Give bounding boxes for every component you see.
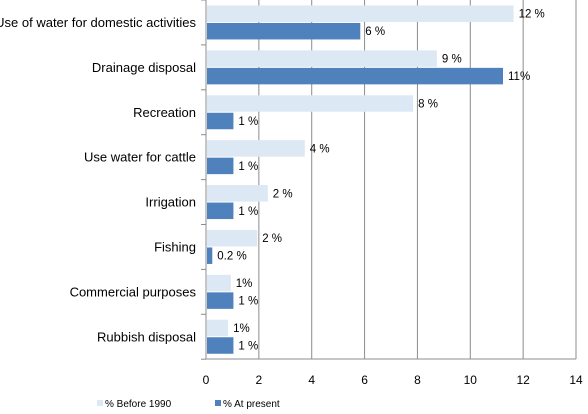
bar-before-1990 xyxy=(207,185,268,202)
category-label: Rubbish disposal xyxy=(97,329,196,344)
data-label: 11% xyxy=(508,71,530,83)
category-label: Commercial purposes xyxy=(70,284,197,299)
bar-at-present xyxy=(207,247,213,264)
x-tick-label: 6 xyxy=(361,373,368,387)
category-label: Irrigation xyxy=(145,195,196,210)
bar-before-1990 xyxy=(207,319,229,337)
data-label: 1% xyxy=(236,278,253,290)
bar-at-present xyxy=(207,292,234,309)
data-label: 8 % xyxy=(418,99,438,111)
x-tick-label: 0 xyxy=(203,373,210,387)
data-label: 6 % xyxy=(365,26,385,38)
data-label: 1 % xyxy=(238,206,258,218)
data-label: 9 % xyxy=(442,54,462,66)
data-label: 2 % xyxy=(273,188,293,200)
bar-before-1990 xyxy=(207,274,231,292)
bar-at-present xyxy=(207,67,503,85)
bar-before-1990 xyxy=(207,5,514,22)
data-label: 1 % xyxy=(238,341,258,353)
bar-at-present xyxy=(207,22,361,40)
x-tick-label: 8 xyxy=(414,373,421,387)
bar-at-present xyxy=(207,157,234,175)
data-label: 2 % xyxy=(262,233,282,245)
bar-at-present xyxy=(207,202,234,220)
bar-before-1990 xyxy=(207,50,437,67)
data-label: 1 % xyxy=(238,161,258,173)
bars xyxy=(207,5,514,354)
category-label: Use water for cattle xyxy=(84,150,196,165)
data-label: 1 % xyxy=(238,116,258,128)
bar-before-1990 xyxy=(207,140,305,157)
x-tick-label: 2 xyxy=(256,373,263,387)
x-tick-label: 10 xyxy=(464,373,478,387)
x-tick-label: 12 xyxy=(516,373,530,387)
legend-label: % At present xyxy=(223,399,280,410)
category-label: Recreation xyxy=(133,105,196,120)
category-label: Fishing xyxy=(154,239,196,254)
labels: 0 2 4 6 8 10 12 14 Use of water for domestic act… xyxy=(0,9,583,387)
data-label: 4 % xyxy=(310,143,330,155)
bar-before-1990 xyxy=(207,229,258,247)
x-tick-label: 4 xyxy=(308,373,315,387)
legend-swatch-at-present xyxy=(215,400,221,406)
bar-at-present xyxy=(207,337,234,354)
bar-at-present xyxy=(207,112,234,130)
data-label: 0.2 % xyxy=(217,251,246,263)
axes xyxy=(201,0,576,360)
legend-swatch-before-1990 xyxy=(97,400,103,406)
legend: % Before 1990 % At present xyxy=(97,399,280,410)
legend-label: % Before 1990 xyxy=(105,399,172,410)
category-label: Use of water for domestic activities xyxy=(0,15,196,30)
bar-before-1990 xyxy=(207,95,414,112)
x-tick-label: 14 xyxy=(569,373,583,387)
category-label: Drainage disposal xyxy=(92,60,196,75)
data-label: 1% xyxy=(233,323,250,335)
data-label: 1 % xyxy=(238,296,258,308)
data-label: 12 % xyxy=(519,9,545,21)
